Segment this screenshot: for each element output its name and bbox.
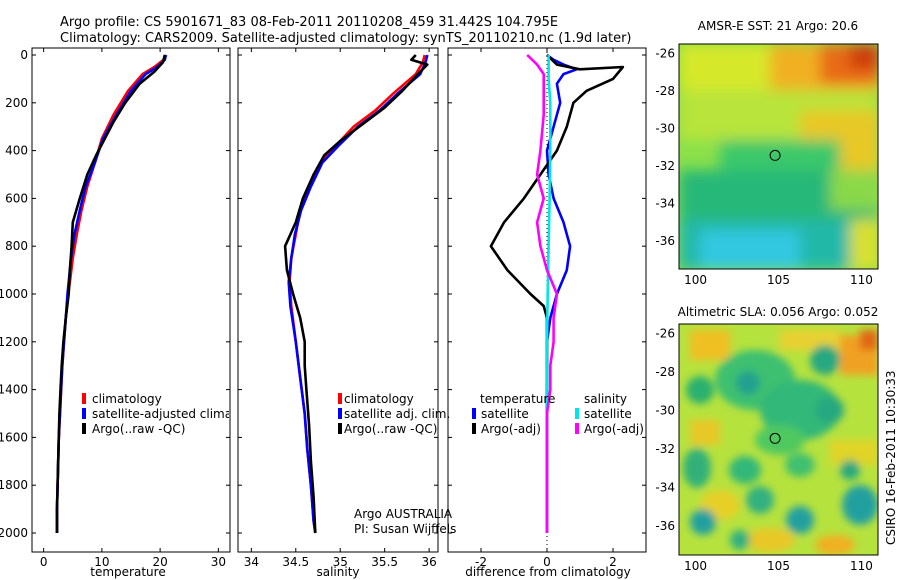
temperature-series (55, 54, 168, 533)
legend-title-salinity: salinity (584, 392, 627, 406)
y-tick-label: 1200 (0, 335, 28, 349)
x-tick-label: 30 (211, 555, 226, 569)
legend-swatch-temp-argo (472, 423, 476, 434)
legend-label-climatology: climatology (344, 392, 414, 406)
salinity-legend: climatology satellite adj. clim. Argo(..… (338, 392, 450, 436)
legend-label-satellite: satellite-adjusted climatology (92, 407, 270, 421)
legend-swatch-sal-argo (575, 423, 579, 434)
y-tick-label: 1000 (0, 287, 28, 301)
sla-map-title: Altimetric SLA: 0.056 Argo: 0.052 (678, 305, 879, 319)
header-line1: Argo profile: CS 5901671_83 08-Feb-2011 … (60, 15, 558, 30)
x-tick-label: 35.5 (371, 555, 398, 569)
sst-map-frame (678, 43, 879, 270)
legend-label-climatology: climatology (92, 392, 162, 406)
legend-swatch-argo (338, 423, 342, 434)
legend-title-temperature: temperature (480, 392, 555, 406)
x-tick-label: 35 (333, 555, 348, 569)
map-y-tick-label: -28 (655, 84, 675, 98)
series-line-argo-raw-qc (283, 54, 429, 534)
map-y-tick-label: -32 (655, 159, 675, 173)
x-tick-label: 0 (40, 555, 48, 569)
map-y-tick-label: -32 (655, 442, 675, 456)
header-line2: Climatology: CARS2009. Satellite-adjuste… (60, 31, 632, 46)
map-x-tick-label: 105 (767, 559, 790, 573)
y-tick-label: 800 (5, 239, 28, 253)
sst-argo-position-marker (769, 149, 781, 161)
map-y-tick-label: -26 (655, 46, 675, 60)
map-y-tick-label: -34 (655, 481, 675, 495)
map-y-tick-label: -30 (655, 404, 675, 418)
y-tick-label: 1400 (0, 383, 28, 397)
series-line-temperature-argo-adj (489, 54, 625, 533)
map-y-tick-label: -30 (655, 121, 675, 135)
legend-label-temp-argo: Argo(-adj) (481, 422, 541, 436)
salinity-series (283, 54, 429, 534)
argo-note-line1: Argo AUSTRALIA (354, 507, 453, 521)
argo-note-line2: PI: Susan Wijffels (354, 522, 456, 536)
difference-series (489, 48, 625, 552)
series-line-salinity-argo-adj (526, 54, 559, 533)
legend-swatch-temp-satellite (472, 408, 476, 419)
salinity-xlabel: salinity (316, 565, 359, 579)
x-tick-label: 0 (543, 555, 551, 569)
legend-label-argo: Argo(..raw -QC) (92, 422, 185, 436)
legend-label-argo: Argo(..raw -QC) (344, 422, 437, 436)
y-tick-label: 0 (20, 48, 28, 62)
sla-map-field (679, 324, 878, 555)
salinity-axes-frame (237, 47, 439, 553)
y-tick-label: 600 (5, 191, 28, 205)
x-tick-label: 34.5 (282, 555, 309, 569)
legend-swatch-argo (82, 423, 86, 434)
series-line-salinity-satellite (545, 55, 552, 533)
difference-legend: temperature salinity satellite Argo(-adj… (472, 392, 644, 436)
legend-swatch-climatology (82, 393, 86, 404)
sla-argo-position-marker (769, 432, 781, 444)
map-y-tick-label: -26 (655, 327, 675, 341)
map-x-tick-label: 105 (767, 273, 790, 287)
y-tick-label: 2000 (0, 526, 28, 540)
sst-map-title: AMSR-E SST: 21 Argo: 20.6 (698, 19, 858, 33)
sst-map-field (679, 44, 878, 269)
y-tick-label: 1800 (0, 478, 28, 492)
y-tick-label: 1600 (0, 430, 28, 444)
legend-swatch-satellite (82, 408, 86, 419)
series-line-argo-raw-qc (55, 54, 167, 533)
map-x-tick-label: 100 (684, 559, 707, 573)
map-y-tick-label: -36 (655, 519, 675, 533)
x-tick-label: 34 (244, 555, 259, 569)
temperature-xlabel: temperature (90, 565, 165, 579)
legend-label-temp-satellite: satellite (481, 407, 529, 421)
difference-xlabel: difference from climatology (465, 565, 631, 579)
series-line-satellite-adj-clim (287, 54, 429, 534)
legend-label-satellite: satellite adj. clim. (344, 407, 450, 421)
map-x-tick-label: 110 (850, 559, 873, 573)
map-y-tick-label: -34 (655, 196, 675, 210)
x-tick-label: 10 (94, 555, 109, 569)
x-tick-label: 2 (609, 555, 617, 569)
x-tick-label: -2 (475, 555, 487, 569)
sla-map-frame (678, 323, 879, 556)
x-tick-label: 36 (421, 555, 436, 569)
y-tick-label: 400 (5, 144, 28, 158)
csiro-stamp: CSIRO 16-Feb-2011 10:30:33 (884, 370, 898, 545)
map-y-tick-label: -28 (655, 365, 675, 379)
legend-swatch-climatology (338, 393, 342, 404)
x-tick-label: 20 (152, 555, 167, 569)
map-x-tick-label: 110 (850, 273, 873, 287)
legend-swatch-sal-satellite (575, 408, 579, 419)
y-tick-label: 200 (5, 96, 28, 110)
map-y-tick-label: -36 (655, 234, 675, 248)
legend-label-sal-argo: Argo(-adj) (584, 422, 644, 436)
temperature-legend: climatology satellite-adjusted climatolo… (82, 392, 270, 436)
legend-swatch-satellite (338, 408, 342, 419)
temperature-axes-frame (31, 47, 231, 553)
legend-label-sal-satellite: satellite (584, 407, 632, 421)
map-x-tick-label: 100 (684, 273, 707, 287)
